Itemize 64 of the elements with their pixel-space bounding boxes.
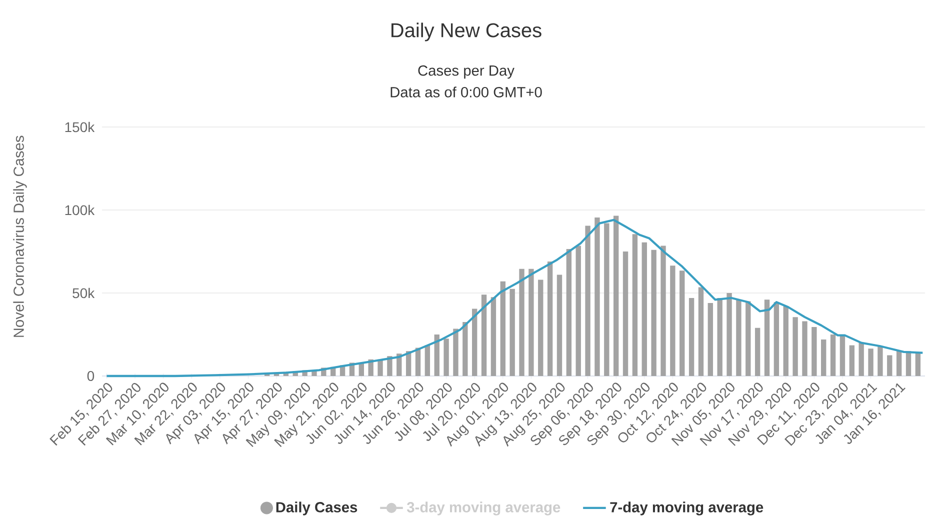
bar (680, 270, 685, 376)
chart-title: Daily New Cases (392, 22, 542, 42)
y-tick-label: 0 (87, 371, 94, 381)
bar (490, 297, 496, 376)
y-tick-label: 150k (65, 122, 95, 132)
bar (896, 351, 902, 376)
bar (698, 287, 704, 376)
bar (481, 294, 487, 376)
bar (500, 281, 506, 376)
bar (830, 334, 836, 376)
bar (642, 242, 647, 376)
bar (519, 268, 524, 376)
bar (878, 346, 883, 376)
bar (688, 298, 694, 376)
bar (868, 348, 874, 376)
bar (651, 250, 656, 376)
bar (802, 321, 808, 376)
bar (434, 334, 440, 376)
bar (566, 249, 572, 376)
bar (736, 300, 742, 376)
bar (821, 339, 826, 376)
bar (538, 280, 544, 376)
bar (774, 302, 780, 376)
y-axis-title: Novel Coronavirus Daily Cases (13, 136, 27, 337)
legend-label: Daily Cases (276, 502, 358, 516)
bar (462, 322, 468, 376)
bar (556, 274, 562, 376)
bar (764, 300, 770, 376)
bar (746, 301, 751, 376)
bar (510, 288, 515, 376)
bar (915, 352, 921, 376)
legend-label: 7-day moving average (610, 502, 764, 516)
bar (632, 234, 638, 376)
bar (887, 355, 892, 376)
bar (444, 338, 449, 376)
bar (594, 217, 600, 376)
y-tick-label: 100k (65, 204, 95, 216)
bar (613, 216, 619, 376)
bar (604, 223, 610, 376)
bar (670, 266, 676, 376)
bar (453, 328, 458, 376)
bar (726, 293, 732, 376)
bar (849, 345, 854, 376)
bar (528, 268, 534, 376)
bar (547, 261, 553, 376)
bar (585, 226, 590, 376)
y-tick-label: 50k (72, 288, 95, 298)
bar (424, 345, 430, 376)
bar (708, 302, 714, 376)
bar (858, 342, 864, 376)
bar (717, 298, 722, 376)
bar (754, 328, 760, 376)
bar (378, 359, 383, 376)
chart-subtitle: Cases per Day (418, 65, 514, 79)
bar (576, 246, 581, 376)
bar (840, 335, 846, 376)
bar (792, 317, 798, 376)
bar (622, 252, 628, 376)
bar (472, 308, 478, 376)
bar (783, 306, 788, 376)
line-series (106, 218, 924, 378)
text: Data as of 0:00 GMT+0 (390, 86, 542, 98)
bar (812, 327, 817, 376)
bar (660, 246, 666, 376)
